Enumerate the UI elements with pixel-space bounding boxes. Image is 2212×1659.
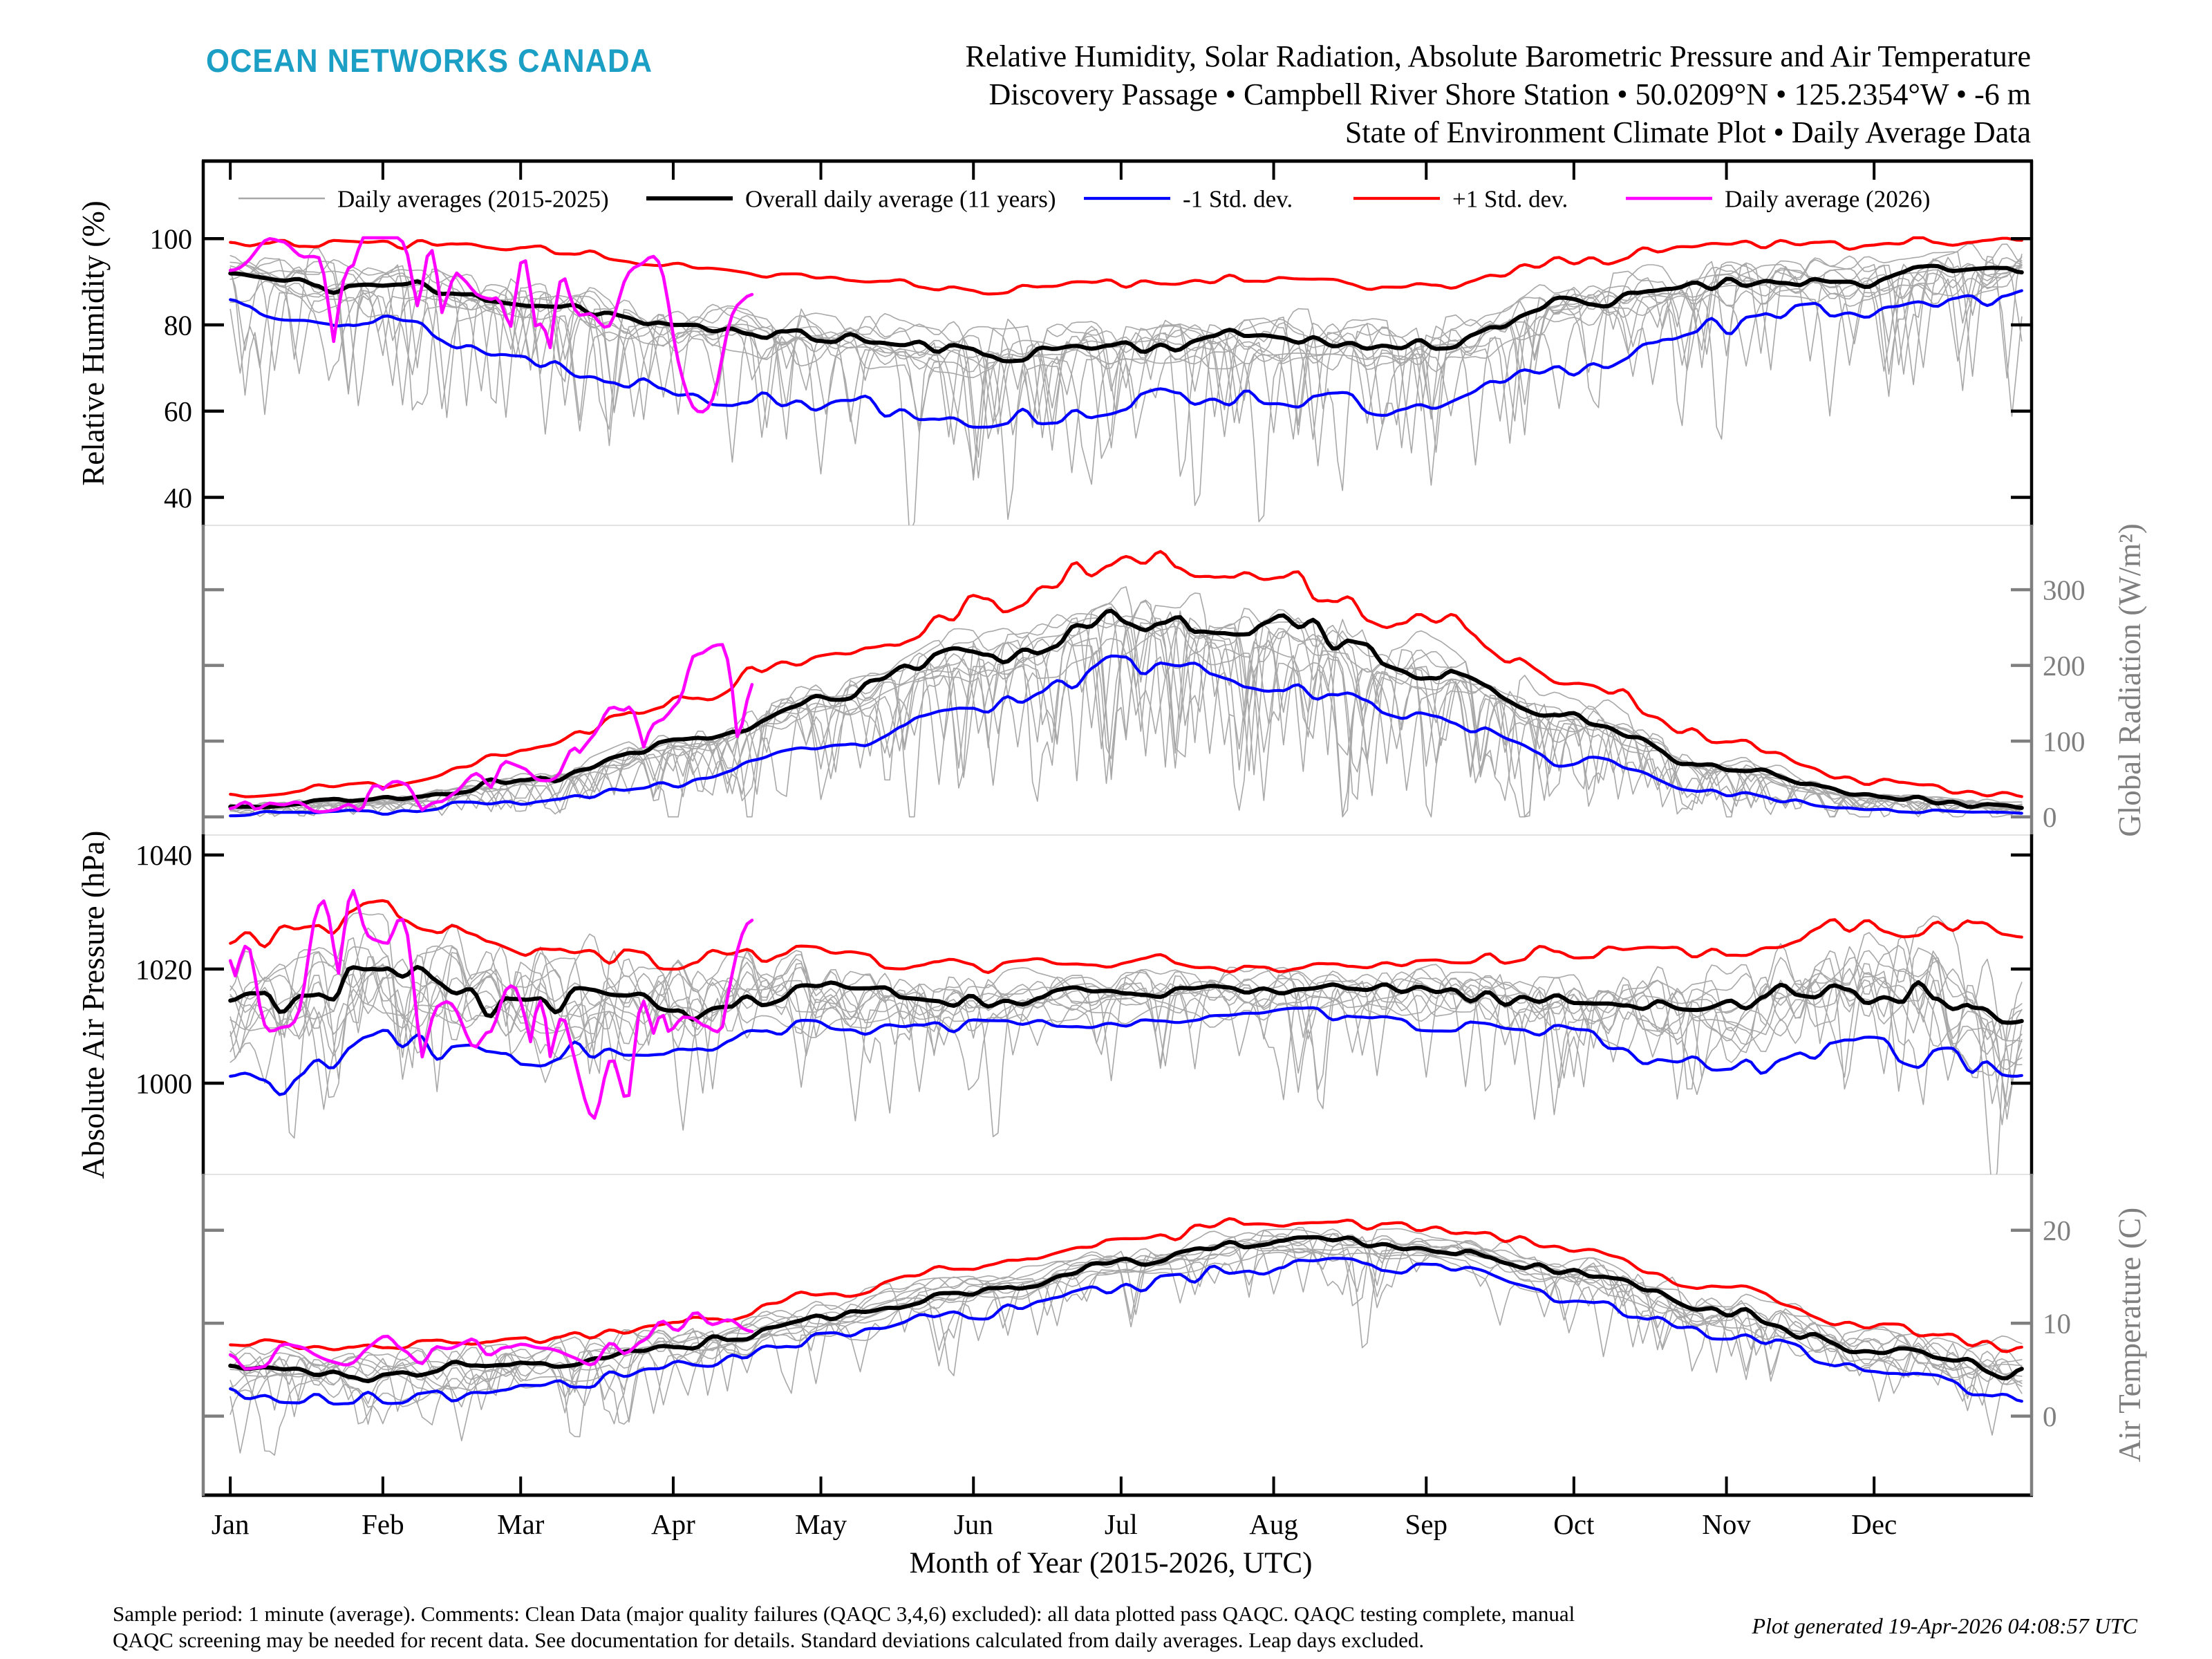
footer-comments: Sample period: 1 minute (average). Comme… <box>113 1601 1575 1653</box>
series-daily-average-year <box>229 1241 2023 1411</box>
footer-comments-line-1: Sample period: 1 minute (average). Comme… <box>113 1602 1575 1626</box>
axis-title-absolute-air-pressure: Absolute Air Pressure (hPa) <box>76 831 111 1179</box>
series-daily-average-year <box>229 260 2023 486</box>
series-daily-average-year <box>229 260 2023 521</box>
series-daily-average-year <box>229 615 2023 818</box>
series-daily-average-2026 <box>228 236 754 414</box>
month-tick-label: Nov <box>1702 1508 1751 1540</box>
y-tick-label: 100 <box>150 223 193 255</box>
series-daily-average-year <box>229 915 2023 1100</box>
panel-absolute-air-pressure <box>228 889 2024 1174</box>
plot-title-line-1: Relative Humidity, Solar Radiation, Abso… <box>965 39 2031 73</box>
series-overall-daily-average <box>228 263 2024 364</box>
plot-title-line-2: Discovery Passage • Campbell River Shore… <box>988 77 2032 111</box>
month-tick-label: Jun <box>954 1508 993 1540</box>
month-tick-label: Apr <box>651 1508 695 1540</box>
series-daily-average-year <box>229 937 2023 1088</box>
series-daily-average-year <box>229 618 2023 817</box>
y-tick-label: 0 <box>2043 1400 2057 1432</box>
y-tick-label: 100 <box>2043 726 2086 758</box>
series-daily-average-year <box>229 1228 2023 1393</box>
y-tick-label: 20 <box>2043 1215 2071 1246</box>
series-daily-average-year <box>229 256 2023 525</box>
series-daily-average-year <box>229 243 2023 459</box>
series-daily-average-year <box>229 1235 2023 1405</box>
month-tick-label: Jan <box>212 1508 250 1540</box>
series-daily-average-year <box>229 621 2023 818</box>
series-daily-average-year <box>229 923 2023 1090</box>
axis-title-air-temperature: Air Temperature (C) <box>2112 1208 2147 1462</box>
plot-title-line-3: State of Environment Climate Plot • Dail… <box>1344 115 2031 149</box>
panel-air-temperature <box>228 1217 2024 1456</box>
footer-comments-line-2: QAQC screening may be needed for recent … <box>113 1628 1425 1652</box>
legend-label: -1 Std. dev. <box>1183 185 1293 212</box>
month-tick-label: May <box>795 1508 847 1540</box>
month-tick-label: Dec <box>1851 1508 1897 1540</box>
y-tick-label: 1040 <box>135 839 192 871</box>
y-tick-label: 1020 <box>135 953 192 985</box>
series-daily-average-year <box>229 1244 2023 1456</box>
series-minus-1-std <box>229 654 2023 818</box>
series-daily-average-year <box>229 943 2023 1131</box>
legend-label: +1 Std. dev. <box>1452 185 1568 212</box>
month-tick-label: Mar <box>497 1508 545 1540</box>
legend-label: Daily average (2026) <box>1725 185 1930 212</box>
y-tick-label: 40 <box>164 482 192 514</box>
series-daily-average-year <box>229 265 2023 481</box>
month-tick-label: Feb <box>362 1508 404 1540</box>
series-overall-daily-average <box>228 608 2024 810</box>
axis-title-relative-humidity: Relative Humidity (%) <box>76 200 111 485</box>
series-daily-average-2026 <box>228 643 754 814</box>
month-tick-label: Aug <box>1249 1508 1298 1540</box>
series-daily-average-year <box>229 927 2023 1139</box>
y-tick-label: 0 <box>2043 801 2057 833</box>
month-tick-label: Oct <box>1553 1508 1595 1540</box>
series-daily-average-2026 <box>228 1311 754 1371</box>
series-minus-1-std <box>229 1006 2023 1096</box>
panel-global-radiation <box>228 550 2024 818</box>
y-tick-label: 10 <box>2043 1308 2071 1340</box>
series-daily-average-year <box>229 912 2023 1120</box>
series-overall-daily-average <box>228 1235 2024 1384</box>
y-tick-label: 1000 <box>135 1067 192 1099</box>
plot-title: Relative Humidity, Solar Radiation, Abso… <box>966 37 2031 151</box>
month-tick-label: Jul <box>1105 1508 1138 1540</box>
series-plus-1-std <box>229 1217 2023 1353</box>
legend-label: Overall daily average (11 years) <box>745 185 1056 212</box>
series-daily-average-year <box>229 1251 2023 1454</box>
series-daily-average-year <box>229 626 2023 818</box>
axis-title-global-radiation: Global Radiation (W/m²) <box>2112 523 2147 836</box>
series-plus-1-std <box>229 550 2023 798</box>
month-tick-label: Sep <box>1405 1508 1448 1540</box>
plot-generated-timestamp: Plot generated 19-Apr-2026 04:08:57 UTC <box>1752 1613 2137 1638</box>
series-minus-1-std <box>229 289 2023 429</box>
legend-label: Daily averages (2015-2025) <box>337 185 609 212</box>
series-plus-1-std <box>229 236 2023 296</box>
onc-logo: OCEAN NETWORKS CANADA <box>206 42 653 79</box>
y-tick-label: 80 <box>164 309 192 341</box>
series-daily-average-year <box>229 1241 2023 1425</box>
series-minus-1-std <box>229 1257 2023 1406</box>
series-plus-1-std <box>229 899 2023 975</box>
x-axis-title: Month of Year (2015-2026, UTC) <box>910 1547 1313 1580</box>
series-daily-average-2026 <box>228 889 754 1120</box>
y-tick-label: 300 <box>2043 574 2086 606</box>
y-tick-label: 200 <box>2043 650 2086 682</box>
y-tick-label: 60 <box>164 395 192 427</box>
series-overall-daily-average <box>228 964 2024 1025</box>
panel-relative-humidity <box>228 236 2024 525</box>
